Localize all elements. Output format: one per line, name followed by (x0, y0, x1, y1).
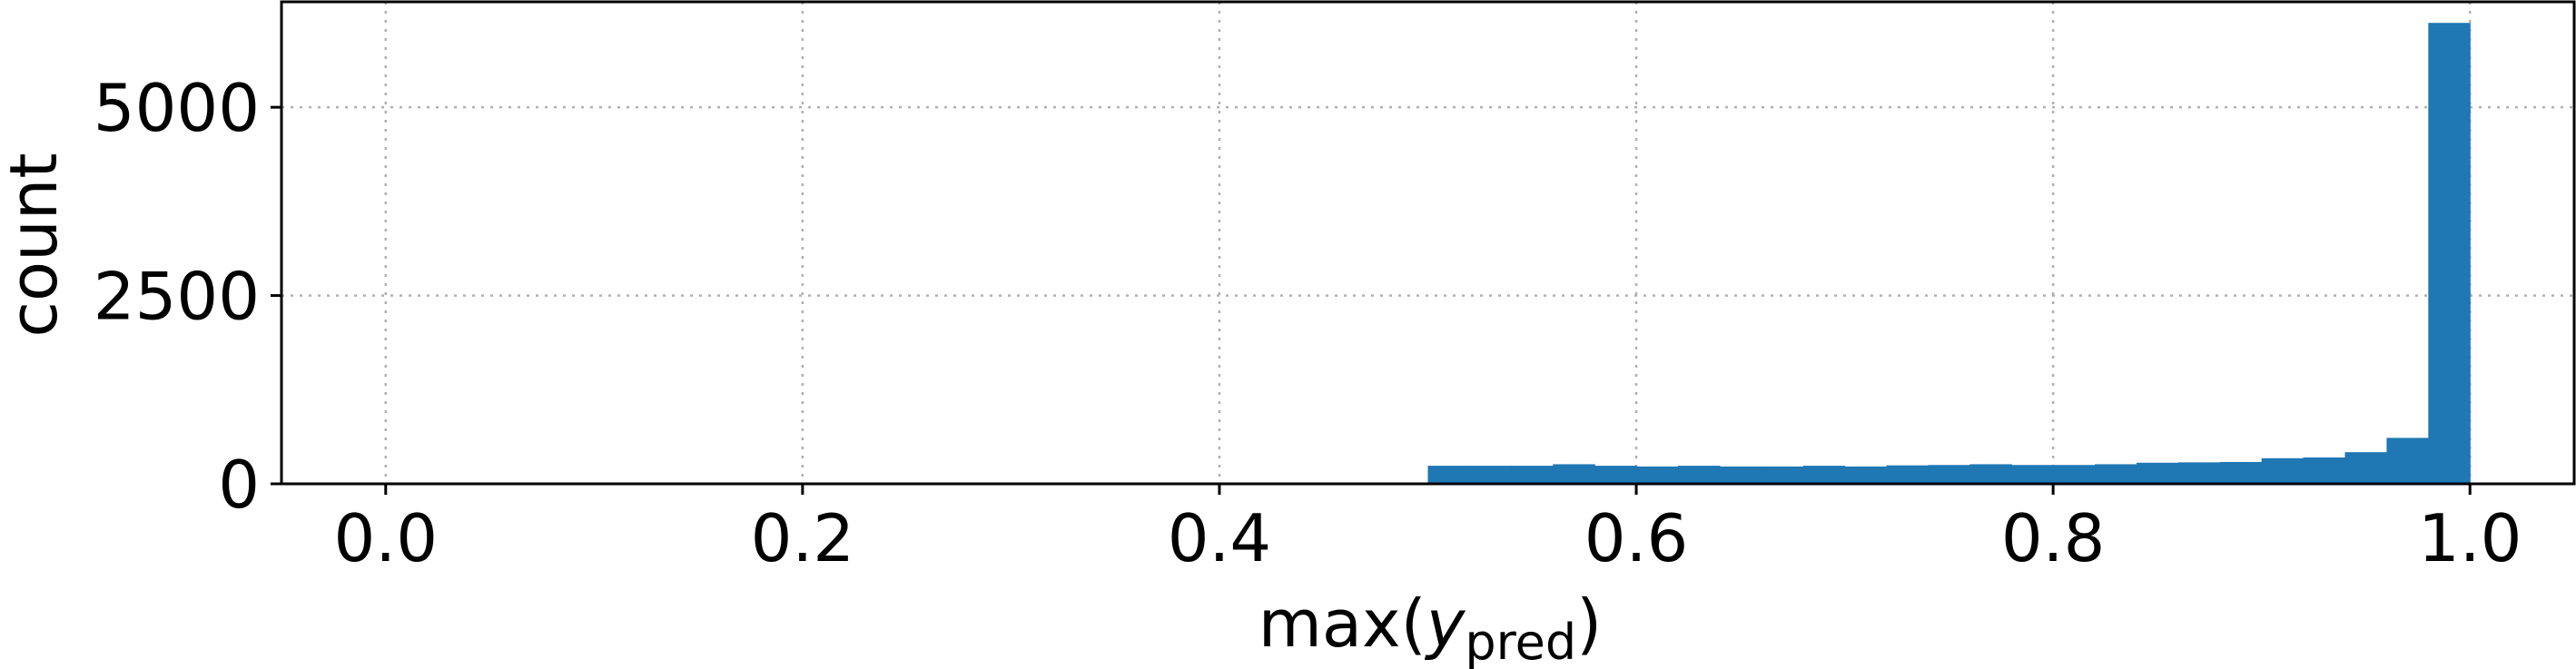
histogram-bar (1844, 466, 1888, 484)
histogram-bar (1928, 465, 1970, 484)
histogram-bar (2177, 462, 2221, 484)
histogram-bar (1469, 466, 1512, 484)
histogram-bar (2261, 457, 2305, 484)
histogram-bar (1719, 466, 1762, 484)
x-tick-label: 0.0 (334, 500, 439, 576)
histogram-bar (2136, 462, 2179, 484)
histogram-bar (1761, 466, 1804, 484)
histogram-bar (1677, 466, 1721, 484)
x-axis-ticks: 0.0 0.2 0.4 0.6 0.8 1.0 (334, 484, 2522, 576)
histogram-bar (2344, 452, 2388, 484)
histogram-bar (1553, 464, 1595, 484)
plot-frame (280, 0, 2576, 486)
y-axis-ticks: 0 2500 5000 (94, 70, 281, 523)
histogram-bar (1427, 466, 1471, 484)
histogram-bar (1511, 466, 1554, 484)
histogram-bar (1969, 464, 2012, 484)
x-tick-label: 0.2 (751, 500, 855, 576)
histogram-bar (1886, 465, 1930, 484)
histogram-bar (1802, 466, 1846, 484)
y-tick-label: 2500 (94, 259, 260, 335)
x-axis-label-subscript: pred (1465, 614, 1576, 669)
histogram-bar (2053, 465, 2096, 484)
histogram-bar (2386, 438, 2429, 484)
x-axis-label-variable: y (1425, 585, 1466, 662)
histogram-bar (2095, 464, 2137, 484)
y-axis-label: count (0, 152, 72, 337)
x-axis-label-suffix: ) (1576, 585, 1602, 662)
histogram-bar (1636, 466, 1679, 484)
y-tick-label: 0 (218, 447, 260, 523)
histogram-bar (2428, 23, 2471, 484)
histogram-bar (2011, 465, 2054, 484)
y-tick-label: 5000 (94, 70, 260, 146)
histogram-bar (2303, 457, 2346, 484)
x-tick-label: 0.4 (1168, 500, 1272, 576)
x-tick-label: 1.0 (2418, 500, 2522, 576)
histogram-bar (2219, 461, 2263, 484)
grid-lines (281, 2, 2574, 486)
histogram-bars (1427, 23, 2471, 484)
x-tick-label: 0.6 (1584, 500, 1689, 576)
x-tick-label: 0.8 (2001, 500, 2106, 576)
x-axis-label-prefix: max( (1258, 585, 1426, 662)
x-axis-label: max(ypred) (1258, 585, 1602, 669)
histogram-bar (1594, 466, 1637, 484)
